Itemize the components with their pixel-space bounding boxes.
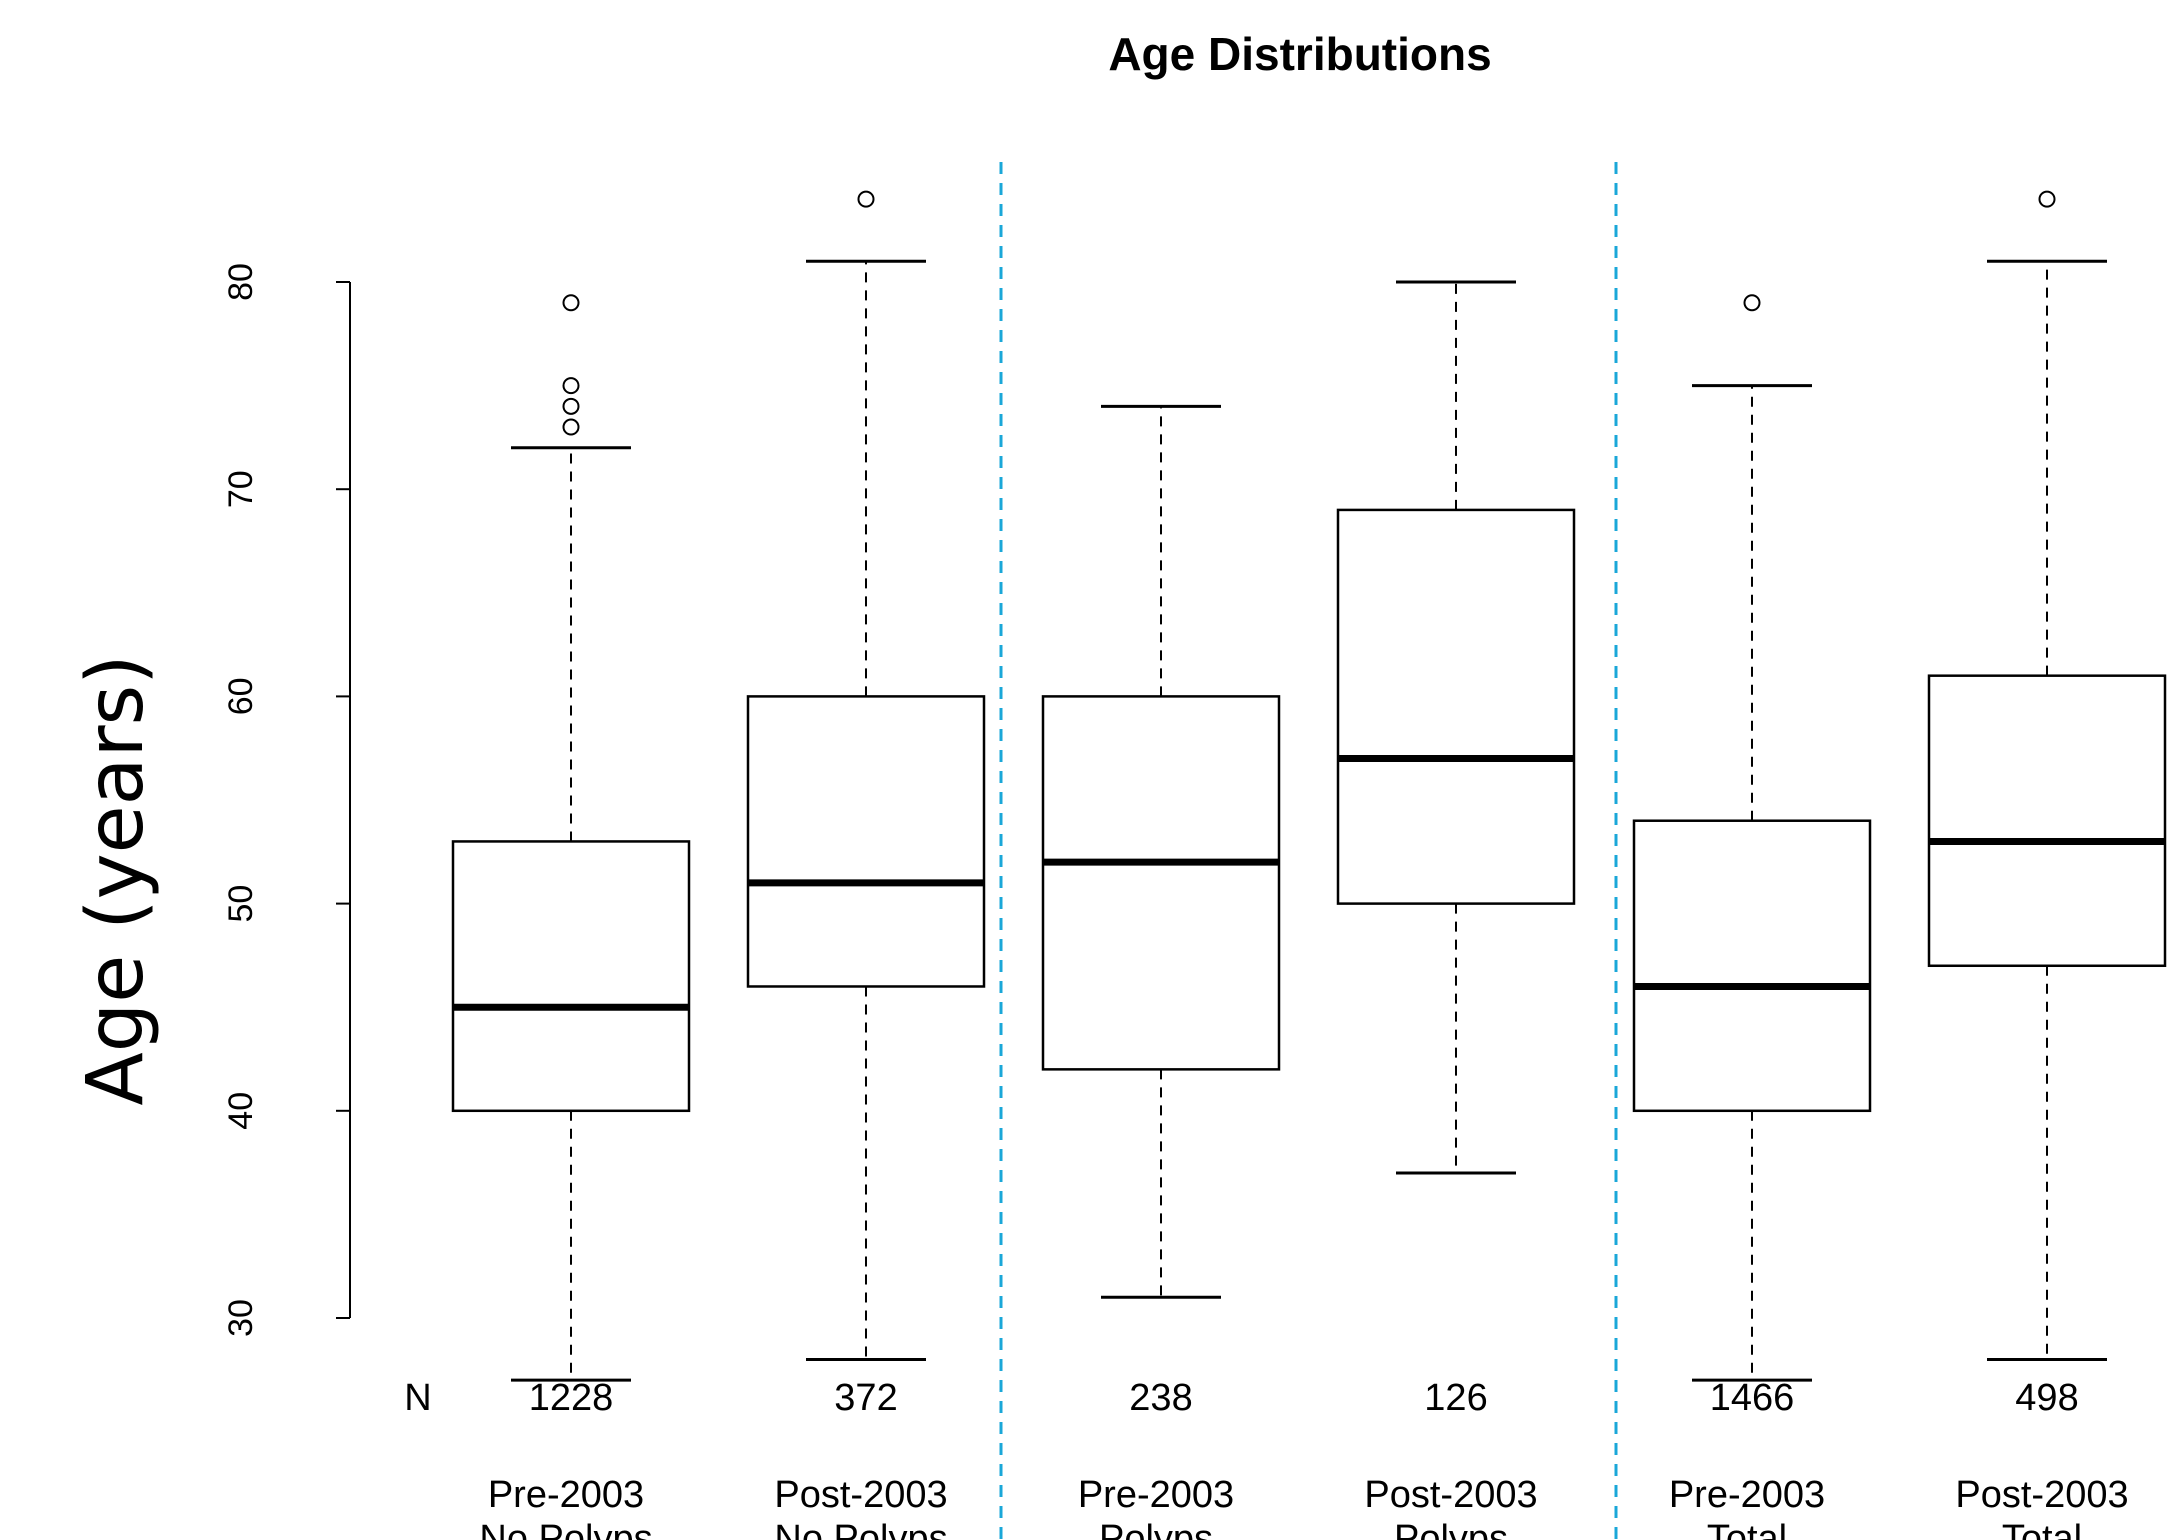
box-group — [1632, 294, 1872, 1382]
y-tick-label: 80 — [222, 263, 260, 301]
category-label-line2: No Polyps — [774, 1518, 947, 1540]
y-tick-label: 30 — [222, 1299, 260, 1337]
category-label-line1: Post-2003 — [1364, 1474, 1537, 1516]
iqr-box — [1927, 674, 2167, 968]
box-group — [746, 190, 986, 1361]
box-group — [451, 294, 691, 1382]
chart-title: Age Distributions — [1108, 28, 1491, 80]
category-label-line2: Total — [1707, 1518, 1787, 1540]
y-axis-label: Age (years) — [71, 654, 161, 1105]
sample-size-label: 1228 — [529, 1377, 614, 1419]
category-label-line2: No Polyps — [479, 1518, 652, 1540]
iqr-box — [451, 840, 691, 1113]
box-group — [1336, 280, 1576, 1175]
category-label-line1: Pre-2003 — [488, 1474, 644, 1516]
outlier-point — [562, 397, 580, 415]
sample-size-label: 126 — [1424, 1377, 1487, 1419]
iqr-box — [1041, 695, 1281, 1071]
outlier-point — [562, 294, 580, 312]
sample-size-label: 372 — [834, 1377, 897, 1419]
sample-size-label: 1466 — [1710, 1377, 1795, 1419]
box-group — [1041, 404, 1281, 1299]
box-group — [1927, 190, 2167, 1361]
iqr-box — [746, 695, 986, 988]
y-tick-label: 70 — [222, 470, 260, 508]
outlier-point — [2038, 190, 2056, 208]
outlier-point — [562, 418, 580, 436]
y-tick-label: 50 — [222, 885, 260, 923]
category-label-line1: Post-2003 — [1955, 1474, 2128, 1516]
y-tick-label: 40 — [222, 1092, 260, 1130]
outlier-point — [857, 190, 875, 208]
y-axis: 30 40 50 60 70 80 — [222, 263, 351, 1337]
sample-size-label: 498 — [2015, 1377, 2078, 1419]
iqr-box — [1632, 819, 1872, 1113]
category-label-line1: Post-2003 — [774, 1474, 947, 1516]
category-label-line1: Pre-2003 — [1078, 1474, 1234, 1516]
category-label-line2: Polyps — [1394, 1518, 1508, 1540]
n-row-label: N — [404, 1377, 431, 1419]
category-label-line2: Total — [2002, 1518, 2082, 1540]
outlier-point — [562, 377, 580, 395]
category-label-line1: Pre-2003 — [1669, 1474, 1825, 1516]
sample-size-label: 238 — [1129, 1377, 1192, 1419]
box-series — [451, 190, 2167, 1382]
category-label-line2: Polyps — [1099, 1518, 1213, 1540]
iqr-box — [1336, 508, 1576, 905]
y-tick-label: 60 — [222, 677, 260, 715]
outlier-point — [1743, 294, 1761, 312]
